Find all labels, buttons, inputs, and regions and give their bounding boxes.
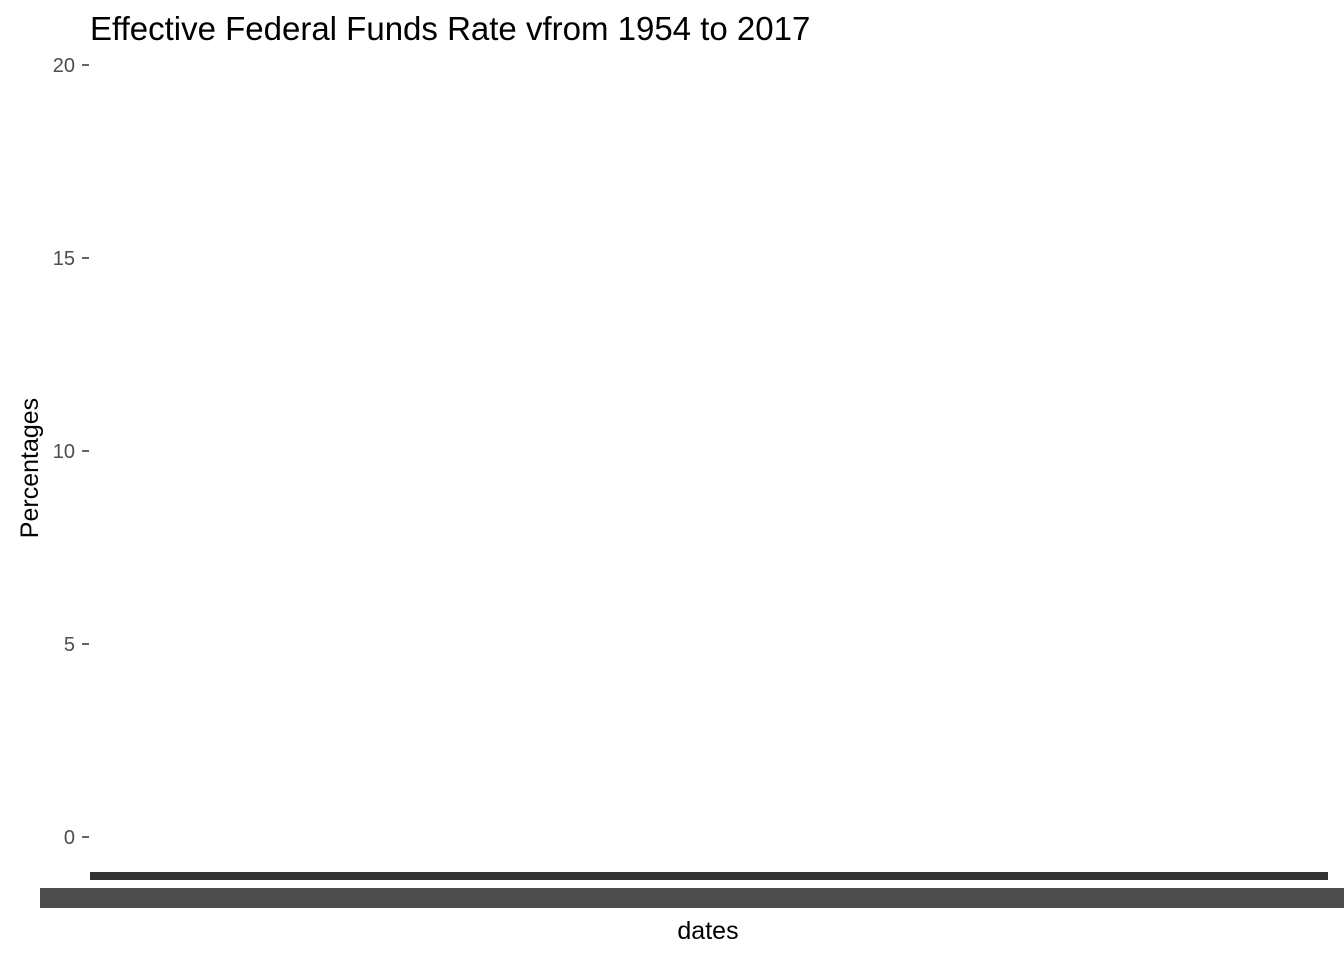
x-tick-labels-overlap [40, 888, 1344, 908]
x-axis-title: dates [677, 917, 738, 945]
y-tick-label: 5 [64, 634, 75, 656]
y-axis-title: Percentages [16, 398, 44, 538]
y-tick-label: 10 [53, 441, 75, 463]
chart-title: Effective Federal Funds Rate vfrom 1954 … [90, 10, 811, 47]
y-tick-label: 0 [64, 827, 75, 849]
y-axis: 0 5 10 15 20 [53, 55, 89, 849]
y-tick-label: 15 [53, 248, 75, 270]
y-tick-label: 20 [53, 55, 75, 77]
